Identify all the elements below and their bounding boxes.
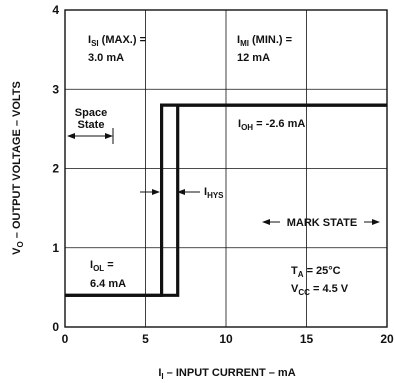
space-state-label-line2: State xyxy=(78,119,105,131)
transfer-curves xyxy=(65,103,387,297)
iol-label: IOL = xyxy=(90,259,114,273)
iol-value: 6.4 mA xyxy=(90,278,126,290)
isi-label: ISI (MAX.) = xyxy=(88,34,146,48)
rising-threshold-curve xyxy=(65,103,387,297)
imi-value: 12 mA xyxy=(237,52,270,64)
ioh-label: IOH = -2.6 mA xyxy=(238,118,305,132)
space-state-arrow xyxy=(67,128,114,144)
x-axis-title: II – INPUT CURRENT – mA xyxy=(158,367,295,381)
mark-state-arrow xyxy=(262,219,380,225)
grid-lines xyxy=(65,10,387,327)
isi-value: 3.0 mA xyxy=(88,52,124,64)
x-tick-label: 20 xyxy=(380,332,394,346)
imi-label: IMI (MIN.) = xyxy=(237,34,292,48)
plot-frame xyxy=(64,9,388,328)
mark-state-label: MARK STATE xyxy=(287,217,357,229)
x-tick-label: 5 xyxy=(142,332,149,346)
y-tick-label: 3 xyxy=(52,82,59,96)
ihys-arrows xyxy=(140,189,200,195)
space-state-label-line1: Space xyxy=(75,107,107,119)
y-tick-label: 1 xyxy=(52,241,59,255)
x-tick-label: 15 xyxy=(300,332,314,346)
ihys-label: IHYS xyxy=(204,186,224,200)
y-tick-label: 2 xyxy=(52,162,59,176)
x-tick-label: 0 xyxy=(62,332,69,346)
x-tick-label: 10 xyxy=(219,332,233,346)
y-tick-label: 4 xyxy=(52,3,59,17)
tick-labels: 0 5 10 15 20 0 1 2 3 4 xyxy=(52,3,394,346)
ta-label: TA = 25°C xyxy=(291,265,341,279)
y-tick-label: 0 xyxy=(52,320,59,334)
y-axis-title: VO – OUTPUT VOLTAGE – VOLTS xyxy=(11,81,25,255)
vcc-label: VCC = 4.5 V xyxy=(291,283,349,297)
